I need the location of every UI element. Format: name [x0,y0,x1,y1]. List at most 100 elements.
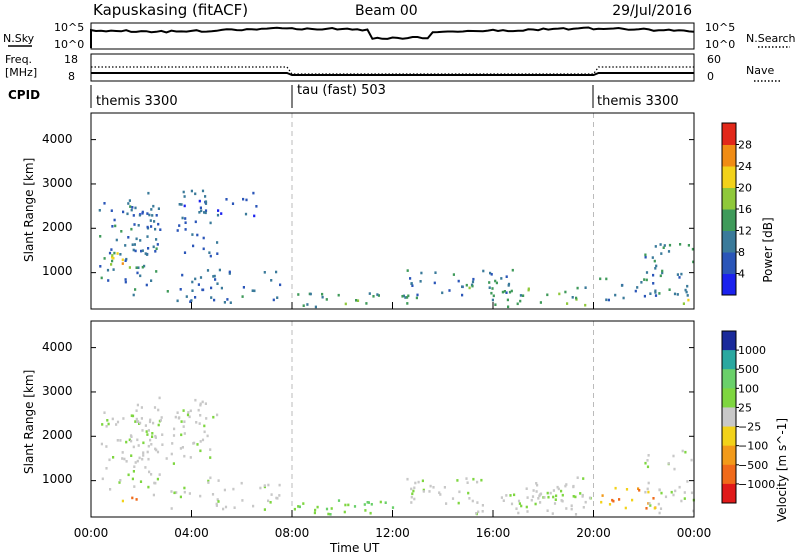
noise-left-tick-bottom: 10^0 [54,38,84,51]
heatmap-cell [135,417,138,421]
heatmap-cell [133,223,136,226]
heatmap-cell [197,408,200,412]
heatmap-cell [494,279,497,283]
heatmap-cell [347,503,350,507]
heatmap-cell [560,499,563,502]
heatmap-cell [131,414,135,418]
heatmap-cell [131,477,134,481]
heatmap-cell [507,282,511,286]
heatmap-cell [263,508,266,511]
heatmap-cell [608,503,612,506]
heatmap-cell [184,221,187,224]
heatmap-cell [667,462,670,465]
heatmap-cell [157,408,160,412]
heatmap-cell [272,298,275,302]
heatmap-cell [199,440,202,443]
beam-title: Beam 00 [355,3,418,19]
heatmap-cell [297,293,300,296]
heatmap-cell [429,484,432,488]
heatmap-cell [517,511,520,515]
heatmap-cell [644,490,647,494]
heatmap-cell [646,459,649,462]
heatmap-cell [140,406,143,409]
heatmap-cell [611,498,614,502]
freq-left-tick-top: 18 [64,53,78,66]
heatmap-cell [116,252,119,255]
heatmap-cell [644,461,647,465]
heatmap-cell [680,499,683,503]
heatmap-cell [127,236,130,239]
heatmap-cell [503,290,506,293]
heatmap-cell [209,254,212,258]
heatmap-cell [141,249,144,252]
heatmap-cell [121,262,124,265]
heatmap-cell [491,287,494,290]
heatmap-cell [194,296,197,299]
colorbar-tick-label: 28 [738,139,752,152]
heatmap-cell [637,487,640,490]
heatmap-cell [422,488,425,492]
heatmap-cell [241,295,244,298]
heatmap-cell [115,423,118,426]
heatmap-cell [539,501,542,504]
heatmap-cell [584,303,587,307]
heatmap-cell [134,420,137,423]
heatmap-cell [223,488,226,492]
heatmap-cell [147,191,150,195]
heatmap-cell [654,291,657,294]
heatmap-cell [124,280,127,284]
heatmap-cell [176,411,179,414]
heatmap-cell [676,293,679,296]
heatmap-cell [406,269,409,272]
heatmap-cell [276,497,279,500]
heatmap-cell [560,489,563,493]
heatmap-cell [124,259,127,262]
heatmap-cell [189,300,192,303]
heatmap-cell [100,442,103,446]
freq-left-label: Freq. [5,53,32,66]
heatmap-cell [146,433,149,436]
heatmap-cell [679,243,682,246]
heatmap-cell [561,493,564,497]
heatmap-cell [661,269,664,273]
colorbar-segment [722,426,736,447]
heatmap-cell [148,470,151,474]
heatmap-cell [98,209,101,212]
heatmap-cell [208,251,211,254]
heatmap-cell [302,502,305,505]
heatmap-cell [337,499,341,502]
colorbar-tick-label: −500 [738,459,768,472]
heatmap-cell [115,238,118,242]
heatmap-cell [191,289,194,292]
heatmap-cell [428,490,431,493]
heatmap-cell [175,491,178,494]
noise-right-tick-top: 10^5 [705,21,735,34]
heatmap-cell [126,212,129,216]
heatmap-cell [527,288,530,292]
heatmap-cell [204,211,207,215]
heatmap-cell [510,502,514,506]
heatmap-cell [179,447,182,450]
heatmap-cell [199,414,202,417]
heatmap-cell [128,438,131,442]
heatmap-cell [103,411,106,414]
heatmap-cell [355,299,358,302]
heatmap-cell [321,292,324,296]
heatmap-cell [151,214,154,217]
heatmap-cell [674,489,677,493]
heatmap-cell [166,290,169,293]
heatmap-cell [263,485,266,489]
heatmap-cell [125,460,128,463]
heatmap-cell [209,221,212,225]
heatmap-cell [647,481,650,485]
heatmap-cell [216,241,219,244]
colorbar-tick-label: −25 [738,421,761,434]
heatmap-cell [658,292,661,295]
heatmap-cell [325,298,328,301]
heatmap-cell [158,396,161,400]
heatmap-cell [313,511,316,515]
x-tick-label: 04:00 [174,526,209,540]
heatmap-cell [368,292,371,295]
heatmap-cell [103,202,106,205]
heatmap-cell [553,502,557,505]
